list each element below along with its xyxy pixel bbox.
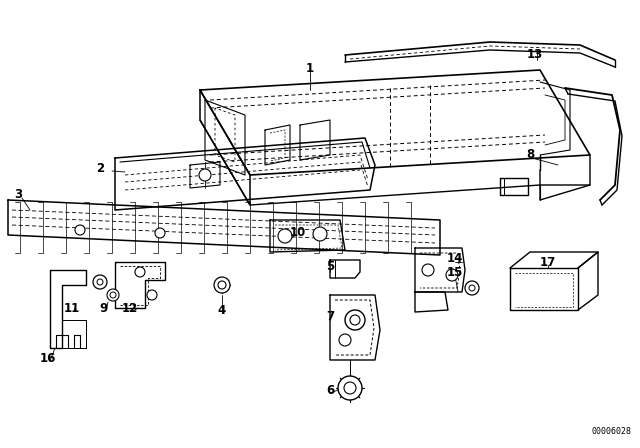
Text: 00006028: 00006028 [592, 427, 632, 436]
Text: 11: 11 [64, 302, 80, 314]
Text: 2: 2 [96, 161, 104, 175]
Text: 16: 16 [40, 352, 56, 365]
Text: 17: 17 [540, 255, 556, 268]
Text: 3: 3 [14, 189, 22, 202]
Circle shape [338, 376, 362, 400]
Text: 6: 6 [326, 383, 334, 396]
Text: 9: 9 [99, 302, 107, 314]
Circle shape [110, 292, 116, 298]
Circle shape [75, 225, 85, 235]
Circle shape [93, 275, 107, 289]
Circle shape [313, 227, 327, 241]
Text: 10: 10 [290, 225, 306, 238]
Circle shape [199, 169, 211, 181]
Circle shape [97, 279, 103, 285]
Circle shape [147, 290, 157, 300]
Text: 13: 13 [527, 48, 543, 61]
Circle shape [214, 277, 230, 293]
Circle shape [278, 229, 292, 243]
Circle shape [107, 289, 119, 301]
Text: 14: 14 [447, 251, 463, 264]
Circle shape [345, 310, 365, 330]
Circle shape [218, 281, 226, 289]
Text: 4: 4 [218, 303, 226, 316]
Circle shape [339, 334, 351, 346]
Text: 15: 15 [447, 266, 463, 279]
Circle shape [469, 285, 475, 291]
Text: 1: 1 [306, 61, 314, 74]
Text: 7: 7 [326, 310, 334, 323]
Circle shape [465, 281, 479, 295]
Circle shape [155, 228, 165, 238]
Circle shape [350, 315, 360, 325]
Circle shape [446, 269, 458, 281]
Circle shape [344, 382, 356, 394]
Circle shape [422, 264, 434, 276]
Text: 8: 8 [526, 148, 534, 161]
Circle shape [135, 267, 145, 277]
Text: 12: 12 [122, 302, 138, 314]
Text: 5: 5 [326, 259, 334, 272]
